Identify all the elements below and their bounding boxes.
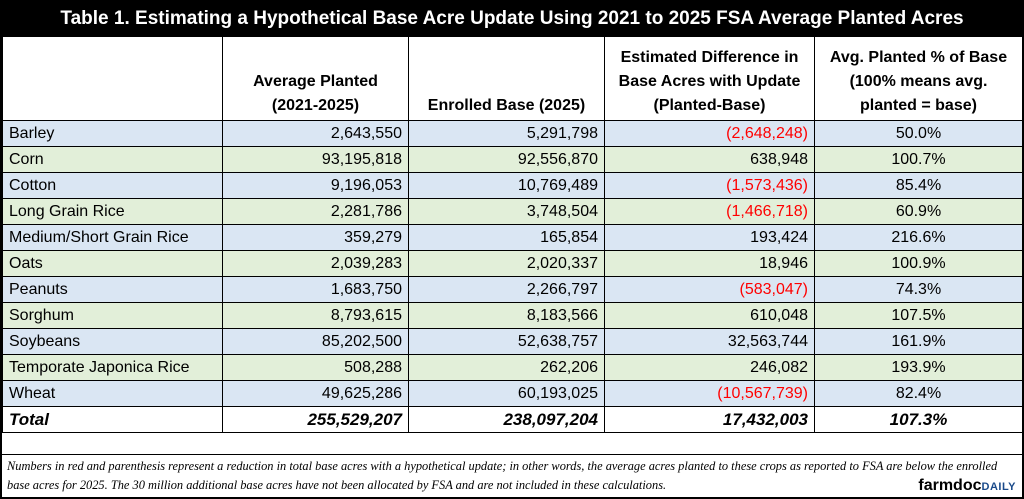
pct-of-base-cell: 85.4%	[814, 172, 1023, 199]
pct-of-base-cell: 107.5%	[814, 302, 1023, 329]
avg-planted-cell: 2,643,550	[222, 120, 409, 147]
crop-name: Peanuts	[2, 276, 223, 303]
header-estimated-difference: Estimated Difference in Base Acres with U…	[604, 36, 815, 121]
enrolled-base-cell: 92,556,870	[408, 146, 605, 173]
pct-of-base-cell: 74.3%	[814, 276, 1023, 303]
enrolled-base-cell: 60,193,025	[408, 380, 605, 407]
pct-of-base-cell: 193.9%	[814, 354, 1023, 381]
header-line: planted = base)	[860, 97, 977, 114]
pct-of-base-cell: 100.9%	[814, 250, 1023, 277]
avg-planted-cell: 1,683,750	[222, 276, 409, 303]
enrolled-base-cell: 52,638,757	[408, 328, 605, 355]
brand-part1: farmdoc	[918, 477, 982, 494]
enrolled-base-cell: 5,291,798	[408, 120, 605, 147]
header-line: Avg. Planted % of Base	[829, 49, 1008, 66]
difference-cell: 610,048	[604, 302, 815, 329]
avg-planted-cell: 2,281,786	[222, 198, 409, 225]
enrolled-base-cell: 2,020,337	[408, 250, 605, 277]
footnote: Numbers in red and parenthesis represent…	[2, 454, 1022, 497]
header-enrolled-base: Enrolled Base (2025)	[408, 36, 605, 121]
header-line: Estimated Difference in	[620, 49, 799, 66]
enrolled-base-cell: 2,266,797	[408, 276, 605, 303]
enrolled-base-cell: 262,206	[408, 354, 605, 381]
table-body: Barley 2,643,550 5,291,798 (2,648,248) 50.0%…	[2, 120, 1023, 407]
table-row: Long Grain Rice 2,281,786 3,748,504 (1,466,…	[2, 198, 1023, 225]
total-difference: 17,432,003	[604, 406, 815, 433]
crop-name: Soybeans	[2, 328, 223, 355]
crop-name: Temporate Japonica Rice	[2, 354, 223, 381]
crop-name: Corn	[2, 146, 223, 173]
crop-name: Oats	[2, 250, 223, 277]
farmdoc-daily-logo: farmdocDAILY	[918, 476, 1016, 496]
difference-cell: 246,082	[604, 354, 815, 381]
table-row: Temporate Japonica Rice 508,288 262,206 246…	[2, 354, 1023, 381]
total-pct: 107.3%	[814, 406, 1023, 433]
avg-planted-cell: 8,793,615	[222, 302, 409, 329]
table-row: Sorghum 8,793,615 8,183,566 610,048 107.5%	[2, 302, 1023, 329]
table-row: Soybeans 85,202,500 52,638,757 32,563,744 16…	[2, 328, 1023, 355]
table-row: Barley 2,643,550 5,291,798 (2,648,248) 50.0%	[2, 120, 1023, 147]
avg-planted-cell: 2,039,283	[222, 250, 409, 277]
enrolled-base-cell: 3,748,504	[408, 198, 605, 225]
brand-part2: DAILY	[981, 481, 1016, 493]
header-line: Enrolled Base (2025)	[427, 97, 586, 114]
avg-planted-cell: 49,625,286	[222, 380, 409, 407]
difference-cell: (10,567,739)	[604, 380, 815, 407]
header-line: (2021-2025)	[271, 97, 360, 114]
difference-cell: (1,466,718)	[604, 198, 815, 225]
pct-of-base-cell: 60.9%	[814, 198, 1023, 225]
pct-of-base-cell: 82.4%	[814, 380, 1023, 407]
total-enrolled-base: 238,097,204	[408, 406, 605, 433]
crop-name: Sorghum	[2, 302, 223, 329]
header-line: Base Acres with Update	[618, 73, 801, 90]
crop-name: Long Grain Rice	[2, 198, 223, 225]
avg-planted-cell: 93,195,818	[222, 146, 409, 173]
difference-cell: 638,948	[604, 146, 815, 173]
pct-of-base-cell: 216.6%	[814, 224, 1023, 251]
difference-cell: 193,424	[604, 224, 815, 251]
crop-name: Wheat	[2, 380, 223, 407]
difference-cell: (2,648,248)	[604, 120, 815, 147]
total-avg-planted: 255,529,207	[222, 406, 409, 433]
pct-of-base-cell: 100.7%	[814, 146, 1023, 173]
crop-name: Barley	[2, 120, 223, 147]
base-acre-table: Average Planted (2021-2025) Enrolled Base…	[2, 36, 1023, 433]
avg-planted-cell: 359,279	[222, 224, 409, 251]
difference-cell: 18,946	[604, 250, 815, 277]
avg-planted-cell: 9,196,053	[222, 172, 409, 199]
difference-cell: (1,573,436)	[604, 172, 815, 199]
crop-name: Cotton	[2, 172, 223, 199]
total-row: Total 255,529,207 238,097,204 17,432,003…	[2, 406, 1023, 433]
table-row: Wheat 49,625,286 60,193,025 (10,567,739) 82.…	[2, 380, 1023, 407]
table-title: Table 1. Estimating a Hypothetical Base …	[2, 2, 1022, 36]
difference-cell: 32,563,744	[604, 328, 815, 355]
header-average-planted: Average Planted (2021-2025)	[222, 36, 409, 121]
header-crop	[2, 36, 223, 121]
crop-name: Medium/Short Grain Rice	[2, 224, 223, 251]
avg-planted-cell: 85,202,500	[222, 328, 409, 355]
table-row: Cotton 9,196,053 10,769,489 (1,573,436) 85.4…	[2, 172, 1023, 199]
difference-cell: (583,047)	[604, 276, 815, 303]
pct-of-base-cell: 50.0%	[814, 120, 1023, 147]
table-row: Oats 2,039,283 2,020,337 18,946 100.9%	[2, 250, 1023, 277]
avg-planted-cell: 508,288	[222, 354, 409, 381]
enrolled-base-cell: 8,183,566	[408, 302, 605, 329]
table-row: Corn 93,195,818 92,556,870 638,948 100.7%	[2, 146, 1023, 173]
header-line: (100% means avg.	[849, 73, 988, 90]
enrolled-base-cell: 10,769,489	[408, 172, 605, 199]
header-avg-planted-pct: Avg. Planted % of Base (100% means avg. pl…	[814, 36, 1023, 121]
total-label: Total	[2, 406, 223, 433]
header-row: Average Planted (2021-2025) Enrolled Base…	[2, 36, 1023, 121]
pct-of-base-cell: 161.9%	[814, 328, 1023, 355]
table-row: Medium/Short Grain Rice 359,279 165,854 193…	[2, 224, 1023, 251]
enrolled-base-cell: 165,854	[408, 224, 605, 251]
header-line: (Planted-Base)	[653, 97, 766, 114]
header-line: Average Planted	[253, 73, 378, 90]
table-row: Peanuts 1,683,750 2,266,797 (583,047) 74.3%	[2, 276, 1023, 303]
